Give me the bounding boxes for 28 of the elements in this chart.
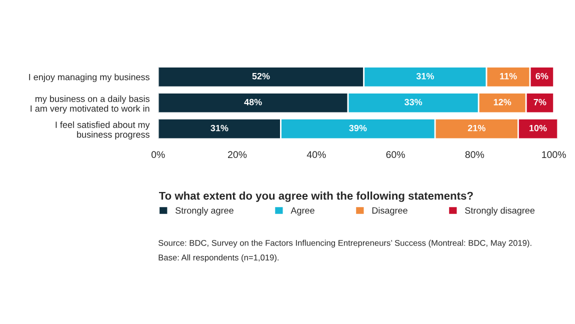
data-label: 31% xyxy=(416,72,434,80)
data-label: 33% xyxy=(404,98,422,106)
data-label: 21% xyxy=(468,124,486,132)
source-note: Source: BDC, Survey on the Factors Influencing Entrepreneurs’ Success (Montreal: BDC, May 2019). xyxy=(158,240,532,248)
y-tick-label: I feel satisfied about my business progress xyxy=(56,121,150,140)
y-tick-label: I enjoy managing my business xyxy=(29,74,150,82)
data-label: 39% xyxy=(349,124,367,132)
legend-label: Strongly agree xyxy=(176,207,234,216)
data-label: 31% xyxy=(210,124,228,132)
data-label: 11% xyxy=(500,72,517,80)
legend-label: Strongly disagree xyxy=(465,207,535,216)
data-label: 10% xyxy=(530,124,547,132)
x-tick-label: 20% xyxy=(228,151,247,158)
data-label: 12% xyxy=(494,98,512,106)
data-label: 48% xyxy=(244,98,262,106)
x-tick-label: 100% xyxy=(542,151,566,158)
x-tick-label: 80% xyxy=(465,151,484,158)
legend-title: To what extent do you agree with the following statements? xyxy=(158,192,473,202)
legend-label: Agree xyxy=(290,207,314,216)
data-label: 52% xyxy=(252,72,270,80)
data-label: 6% xyxy=(536,72,548,80)
x-tick-label: 60% xyxy=(386,151,405,158)
legend-label: Disagree xyxy=(372,207,408,216)
y-tick-label: my business on a daily basis I am very motivated to work in xyxy=(30,95,150,114)
x-tick-label: 40% xyxy=(306,151,326,158)
x-tick-label: 0% xyxy=(151,151,165,158)
data-label: 7% xyxy=(534,98,546,106)
text: Base: All respondents (n=1,019). xyxy=(158,254,279,262)
